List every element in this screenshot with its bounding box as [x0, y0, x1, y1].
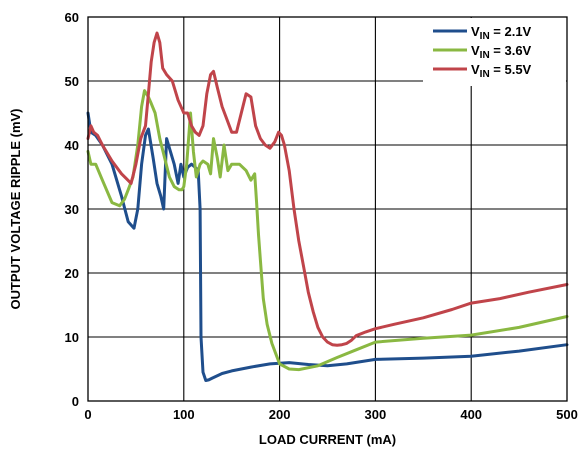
y-tick-label-1: 10	[65, 330, 79, 345]
x-tick-label-2: 200	[269, 407, 291, 422]
y-tick-label-0: 0	[72, 394, 79, 409]
x-axis-title: LOAD CURRENT (mA)	[259, 432, 396, 447]
x-tick-label-4: 400	[460, 407, 482, 422]
y-tick-label-3: 30	[65, 202, 79, 217]
legend-label-1: VIN = 2.1V	[471, 24, 532, 42]
plot-frame	[87, 16, 568, 402]
x-tick-label-0: 0	[84, 407, 91, 422]
x-tick-label-5: 500	[556, 407, 578, 422]
y-tick-label-2: 20	[65, 266, 79, 281]
y-tick-label-6: 60	[65, 10, 79, 25]
x-tick-label-1: 100	[173, 407, 195, 422]
legend-label-2: VIN = 3.6V	[471, 43, 532, 61]
series-line-2	[86, 89, 569, 372]
y-tick-label-5: 50	[65, 74, 79, 89]
y-axis-title: OUTPUT VOLTAGE RIPPLE (mV)	[8, 108, 23, 309]
series-line-3	[86, 31, 569, 347]
y-tick-label-4: 40	[65, 138, 79, 153]
legend-label-3: VIN = 5.5V	[471, 62, 532, 80]
x-tick-label-3: 300	[365, 407, 387, 422]
series-layer	[86, 31, 569, 382]
tick-layer: 0 100 200 300 400 500 0 10 20 30 40 50 60	[65, 10, 578, 422]
legend-background	[423, 18, 566, 86]
